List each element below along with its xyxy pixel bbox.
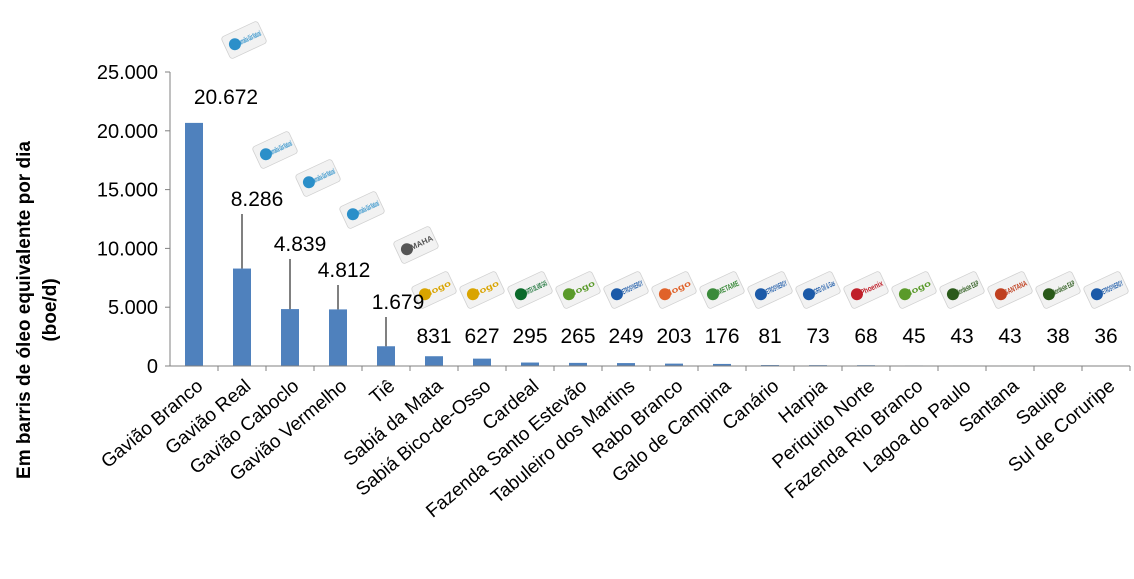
logo-mark: [228, 38, 241, 51]
logo-mark: [562, 288, 575, 301]
bar: [617, 363, 635, 366]
logo-mark: [346, 208, 359, 221]
operator-logo-icon: logo: [411, 271, 457, 309]
data-label: 43: [950, 325, 973, 348]
operator-logo-icon: Parnaíba Gás Natural: [252, 131, 298, 169]
data-label: 4.812: [318, 259, 371, 282]
data-label: 45: [902, 325, 925, 348]
data-label: 203: [656, 325, 691, 348]
data-label: 73: [806, 325, 829, 348]
data-label: 1.679: [372, 291, 425, 314]
operator-logo-icon: Parnaíba Gás Natural: [339, 191, 385, 229]
logo-mark: [302, 176, 315, 189]
operator-logo-icon: MAHA: [393, 226, 439, 264]
operator-logo-icon: PETROSYNERGY: [747, 271, 793, 309]
logo-mark: [1090, 288, 1103, 301]
logo-mark: [898, 288, 911, 301]
bar: [665, 363, 683, 366]
operator-logo-icon: PETROSYNERGY: [1083, 271, 1129, 309]
data-label: 249: [608, 325, 643, 348]
operator-logo-icon: PARTEX OIL AND GAS: [507, 271, 553, 309]
logo-mark: [946, 288, 959, 301]
data-label: 295: [512, 325, 547, 348]
y-axis-label: Em barris de óleo equivalente por dia (bo…: [14, 141, 61, 479]
logo-mark: [706, 288, 719, 301]
logo-mark: [994, 288, 1007, 301]
logo-mark: [466, 288, 479, 301]
bar: [185, 122, 203, 366]
operator-logo-icon: Phoenix: [843, 271, 889, 309]
y-tick-label: 15.000: [97, 180, 158, 202]
data-label: 831: [416, 325, 451, 348]
operator-logo-icon: SANTANA: [987, 271, 1033, 309]
y-tick-label: 10.000: [97, 238, 158, 260]
data-label: 4.839: [274, 233, 327, 256]
operator-logo-icon: logo: [555, 271, 601, 309]
logo-mark: [754, 288, 767, 301]
operator-logo-icon: Parnaíba Gás Natural: [221, 21, 267, 59]
bar: [473, 358, 491, 366]
operator-logo-icon: logo: [891, 271, 937, 309]
leader-lines: [241, 214, 387, 347]
y-axis-label-line1: Em barris de óleo equivalente por dia: [14, 141, 35, 479]
bar: [713, 363, 731, 366]
operator-logo-icon: NORD Oil & Gas: [795, 271, 841, 309]
data-label: 36: [1094, 325, 1117, 348]
operator-logo-icon: PETROSYNERGY: [603, 271, 649, 309]
bar: [377, 346, 395, 366]
y-tick-label: 5.000: [108, 297, 158, 319]
operator-logo-icon: Nordeste E&P: [1035, 271, 1081, 309]
operator-logo-icon: Nordeste E&P: [939, 271, 985, 309]
operator-logo-icon: logo: [459, 271, 505, 309]
y-axis-label-line2: (boe/d): [40, 278, 61, 341]
data-label: 8.286: [231, 188, 284, 211]
y-tick-label: 0: [147, 356, 158, 378]
bar: [329, 309, 347, 366]
data-label: 81: [758, 325, 781, 348]
y-axis-ticks: 0 5.000 10.000 15.000 20.000 25.000: [97, 62, 170, 378]
logo-mark: [850, 288, 863, 301]
bar: [521, 362, 539, 366]
bar: [569, 362, 587, 366]
logo-mark: [514, 288, 527, 301]
x-tick-label: Tiê: [366, 376, 399, 409]
data-label: 627: [464, 325, 499, 348]
logo-mark: [802, 288, 815, 301]
bar: [233, 268, 251, 366]
data-label: 68: [854, 325, 877, 348]
logo-mark: [418, 288, 431, 301]
bars: [185, 122, 1115, 367]
data-label: 20.672: [194, 86, 258, 109]
operator-logo-icon: IMETAME: [699, 271, 745, 309]
data-label: 38: [1046, 325, 1069, 348]
bar: [425, 356, 443, 366]
logo-mark: [658, 288, 671, 301]
data-label: 43: [998, 325, 1021, 348]
operator-logo-icon: logo: [651, 271, 697, 309]
logo-mark: [400, 243, 413, 256]
bar: [281, 309, 299, 366]
operator-logo-icon: Parnaíba Gás Natural: [295, 159, 341, 197]
data-label: 176: [704, 325, 739, 348]
logo-mark: [259, 148, 272, 161]
y-tick-label: 25.000: [97, 62, 158, 84]
logo-mark: [610, 288, 623, 301]
logo-mark: [1042, 288, 1055, 301]
data-label: 265: [560, 325, 595, 348]
y-tick-label: 20.000: [97, 121, 158, 143]
